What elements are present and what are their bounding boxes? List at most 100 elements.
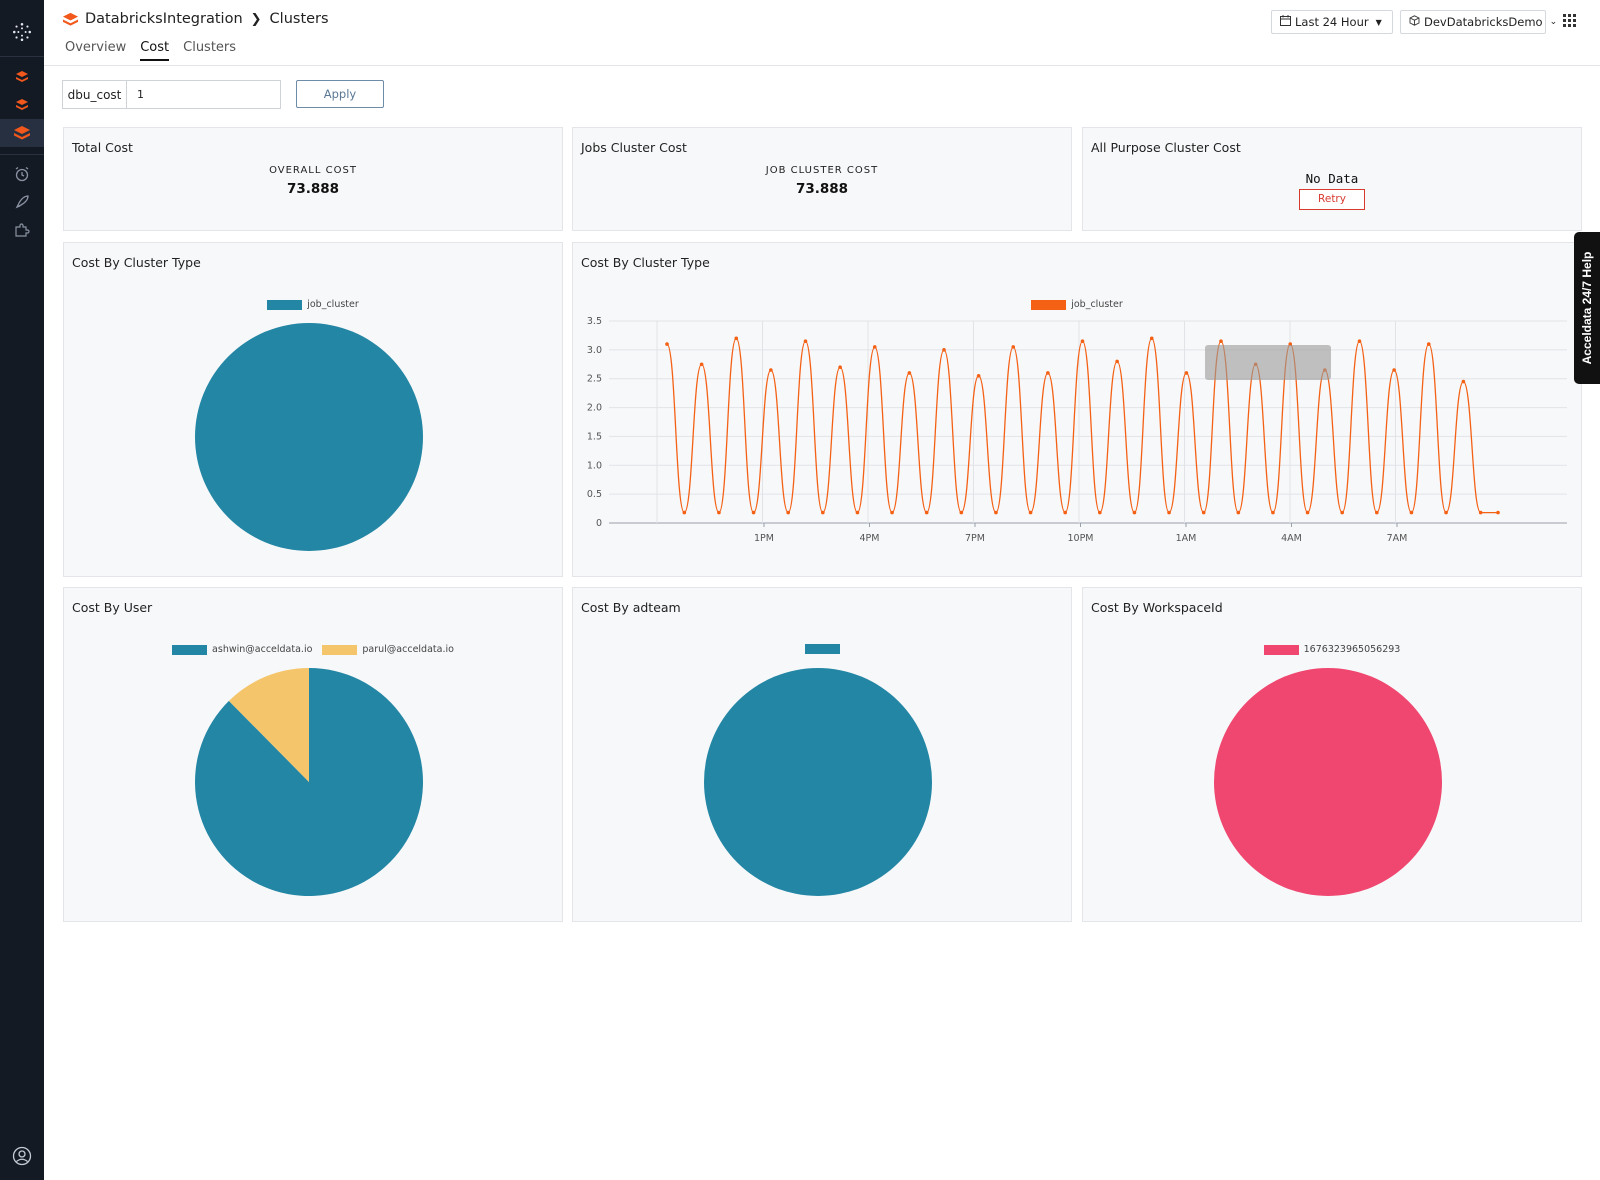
data-point[interactable] bbox=[1098, 510, 1102, 515]
legend-item[interactable]: job_cluster bbox=[1031, 299, 1123, 310]
stat-value: 73.888 bbox=[286, 181, 340, 197]
data-point[interactable] bbox=[1201, 510, 1206, 515]
data-point[interactable] bbox=[1478, 510, 1483, 515]
data-point[interactable] bbox=[924, 510, 929, 515]
data-point[interactable] bbox=[1063, 510, 1067, 515]
legend-swatch bbox=[172, 644, 208, 655]
user-profile-icon[interactable] bbox=[12, 1146, 32, 1166]
series-line[interactable] bbox=[666, 337, 1498, 514]
data-point[interactable] bbox=[1028, 510, 1033, 515]
pie-adteam-panel: Cost By adteam bbox=[572, 587, 1072, 922]
data-point[interactable] bbox=[1340, 510, 1344, 515]
data-point[interactable] bbox=[1357, 339, 1362, 343]
help-tab[interactable]: Acceldata 24/7 Help bbox=[1574, 232, 1600, 384]
pie-slice[interactable] bbox=[195, 668, 424, 896]
data-point[interactable] bbox=[907, 371, 912, 375]
legend-label: 1676323965056293 bbox=[1303, 644, 1401, 655]
data-point[interactable] bbox=[1392, 368, 1396, 372]
y-tick-label: 0.5 bbox=[587, 489, 602, 500]
data-point[interactable] bbox=[959, 510, 964, 515]
panel-title: All Purpose Cluster Cost bbox=[1091, 140, 1241, 155]
data-point[interactable] bbox=[699, 362, 704, 367]
pie-slice[interactable] bbox=[195, 323, 423, 551]
sidebar-divider bbox=[0, 154, 44, 155]
data-point[interactable] bbox=[1461, 379, 1466, 384]
data-point[interactable] bbox=[1219, 339, 1223, 343]
puzzle-icon[interactable] bbox=[12, 220, 32, 240]
workspace-dropdown[interactable]: DevDatabricksDemo ⌄ bbox=[1400, 10, 1557, 34]
data-point[interactable] bbox=[976, 374, 981, 378]
data-point[interactable] bbox=[838, 365, 842, 369]
x-tick-label: 10PM bbox=[1067, 533, 1093, 544]
tab-clusters[interactable]: Clusters bbox=[183, 40, 237, 55]
calendar-icon bbox=[1280, 15, 1291, 29]
data-point[interactable] bbox=[665, 342, 669, 346]
data-point[interactable] bbox=[717, 510, 721, 515]
data-point[interactable] bbox=[1115, 359, 1119, 364]
stat-value: 73.888 bbox=[795, 181, 849, 197]
data-point[interactable] bbox=[1409, 510, 1414, 515]
data-point[interactable] bbox=[872, 345, 877, 349]
data-point[interactable] bbox=[1167, 510, 1171, 515]
help-tab-label: Acceldata 24/7 Help bbox=[1580, 251, 1594, 365]
pie-slice[interactable] bbox=[704, 668, 932, 896]
data-point[interactable] bbox=[1149, 336, 1154, 341]
data-point[interactable] bbox=[769, 368, 773, 372]
layers-icon[interactable] bbox=[12, 95, 32, 115]
tab-overview[interactable]: Overview bbox=[65, 40, 127, 55]
data-point[interactable] bbox=[1288, 342, 1293, 346]
data-point[interactable] bbox=[821, 510, 825, 515]
tab-cost[interactable]: Cost bbox=[140, 40, 170, 61]
chart-legend: job_cluster bbox=[64, 299, 562, 310]
dbu-cost-input[interactable]: 1 bbox=[137, 88, 144, 101]
data-point[interactable] bbox=[786, 510, 790, 515]
data-point[interactable] bbox=[1271, 510, 1275, 515]
alarm-clock-icon[interactable] bbox=[12, 164, 32, 184]
data-point[interactable] bbox=[1496, 510, 1500, 515]
legend-item[interactable] bbox=[804, 644, 840, 654]
legend-item[interactable]: 1676323965056293 bbox=[1263, 644, 1401, 655]
time-range-dropdown[interactable]: Last 24 Hour ▼ bbox=[1271, 10, 1393, 34]
apply-button[interactable]: Apply bbox=[296, 80, 384, 108]
retry-button[interactable]: Retry bbox=[1299, 189, 1365, 210]
data-point[interactable] bbox=[803, 339, 808, 343]
legend-swatch bbox=[1031, 299, 1067, 310]
data-point[interactable] bbox=[682, 510, 687, 515]
data-point[interactable] bbox=[1375, 510, 1379, 515]
apps-grid-icon[interactable] bbox=[1563, 13, 1577, 32]
legend-item[interactable]: job_cluster bbox=[267, 299, 359, 310]
time-range-label: Last 24 Hour bbox=[1295, 15, 1369, 29]
rocket-icon[interactable] bbox=[12, 192, 32, 212]
data-point[interactable] bbox=[1426, 342, 1431, 346]
data-point[interactable] bbox=[942, 348, 946, 352]
breadcrumb-integration[interactable]: DatabricksIntegration bbox=[85, 11, 243, 27]
chevron-down-icon: ⌄ bbox=[1549, 17, 1558, 27]
data-point[interactable] bbox=[734, 336, 739, 341]
data-point[interactable] bbox=[751, 510, 756, 515]
data-point[interactable] bbox=[1305, 510, 1310, 515]
data-point[interactable] bbox=[1011, 345, 1016, 349]
pie-slice[interactable] bbox=[228, 668, 309, 782]
pie-chart bbox=[195, 668, 424, 896]
legend-item[interactable]: ashwin@acceldata.io bbox=[172, 644, 312, 655]
pie-slice[interactable] bbox=[1214, 668, 1442, 896]
data-point[interactable] bbox=[890, 510, 894, 515]
sidebar-item-databricks-active[interactable] bbox=[0, 119, 44, 147]
data-point[interactable] bbox=[994, 510, 998, 515]
acceldata-logo-icon[interactable] bbox=[12, 22, 32, 42]
data-point[interactable] bbox=[1444, 510, 1448, 515]
data-point[interactable] bbox=[1184, 371, 1189, 375]
jobs-cluster-cost-panel: Jobs Cluster Cost JOB CLUSTER COST 73.88… bbox=[572, 127, 1072, 231]
data-point[interactable] bbox=[1132, 510, 1137, 515]
data-point[interactable] bbox=[855, 510, 860, 515]
chevron-right-icon: ❯ bbox=[250, 11, 262, 27]
legend-label: parul@acceldata.io bbox=[362, 644, 454, 655]
legend-item[interactable]: parul@acceldata.io bbox=[322, 644, 454, 655]
data-point[interactable] bbox=[1080, 339, 1085, 343]
chart-tooltip bbox=[1205, 345, 1331, 380]
layers-icon[interactable] bbox=[12, 67, 32, 87]
y-tick-label: 2.0 bbox=[587, 403, 602, 414]
data-point[interactable] bbox=[1046, 371, 1050, 375]
legend-label: job_cluster bbox=[307, 299, 359, 310]
data-point[interactable] bbox=[1236, 510, 1241, 515]
